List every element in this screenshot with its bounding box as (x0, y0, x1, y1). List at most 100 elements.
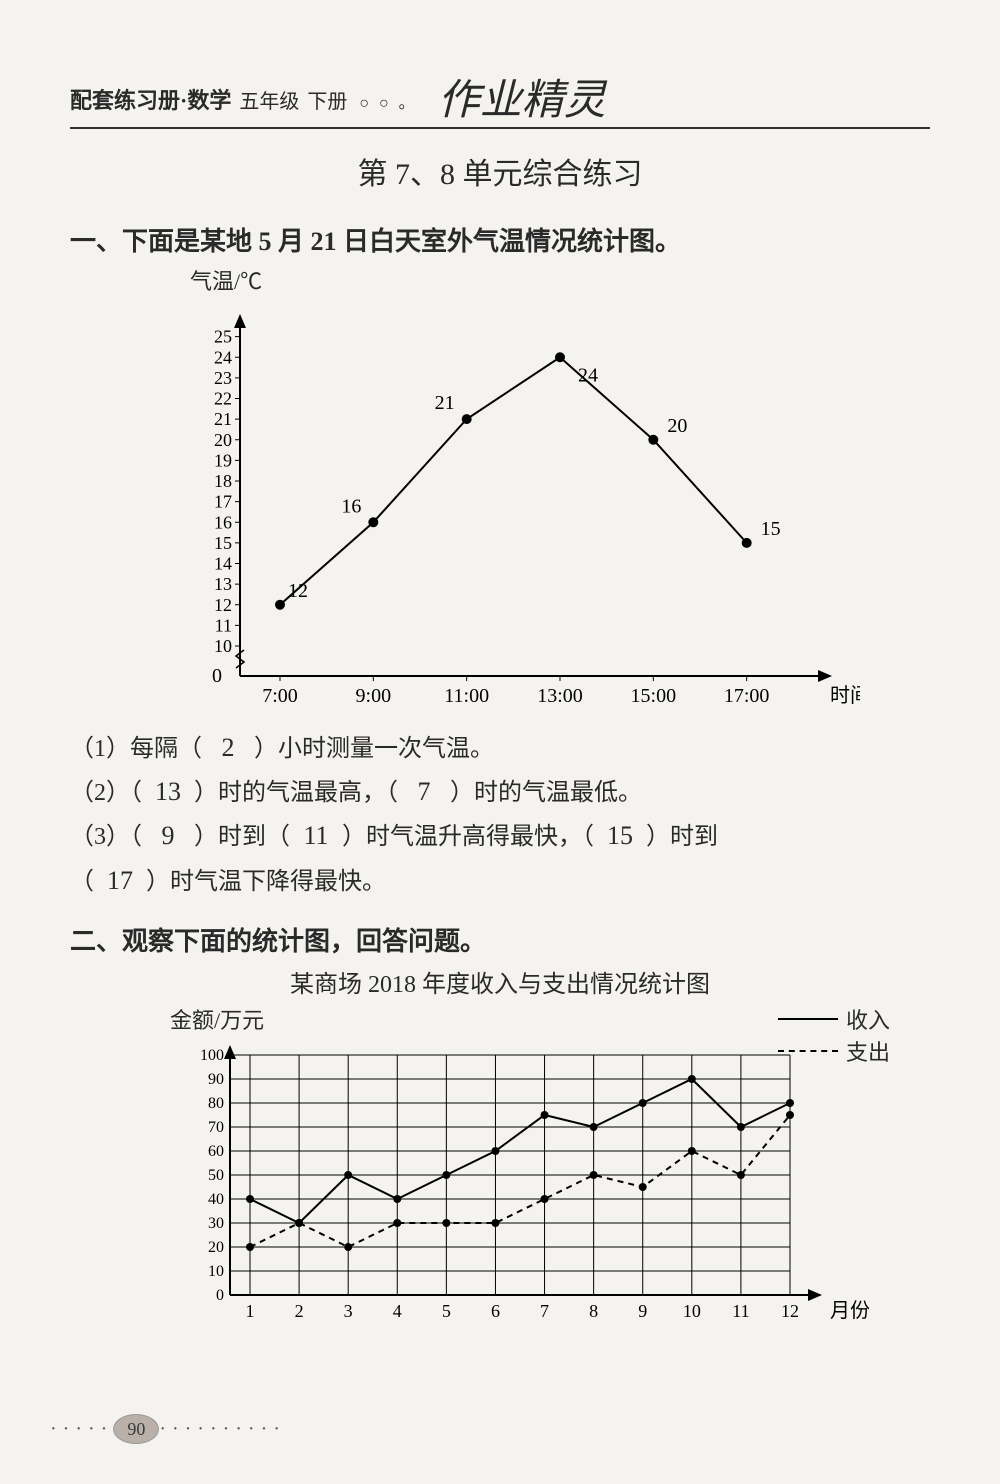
svg-text:16: 16 (341, 495, 361, 517)
svg-text:50: 50 (208, 1167, 224, 1184)
svg-text:4: 4 (393, 1301, 402, 1321)
svg-text:9:00: 9:00 (356, 685, 392, 707)
svg-text:7: 7 (540, 1301, 549, 1321)
page-number: 90 (113, 1414, 159, 1444)
q1-answer: 2 (208, 726, 248, 770)
book-title: 配套练习册·数学 (70, 83, 231, 115)
svg-text:12: 12 (781, 1301, 799, 1321)
svg-text:100: 100 (200, 1047, 224, 1064)
q3-mid1: ）时到（ (194, 824, 290, 850)
svg-text:14: 14 (214, 554, 232, 574)
svg-text:70: 70 (208, 1119, 224, 1136)
svg-text:16: 16 (214, 512, 232, 532)
svg-text:60: 60 (208, 1143, 224, 1160)
svg-text:13:00: 13:00 (537, 685, 583, 707)
svg-text:80: 80 (208, 1095, 224, 1112)
q2-post: ）时的气温最低。 (450, 780, 642, 806)
legend-income: 收入 (778, 1003, 890, 1035)
svg-text:0: 0 (212, 665, 222, 687)
svg-text:11:00: 11:00 (444, 685, 489, 707)
svg-text:15: 15 (761, 518, 781, 540)
q3-a3: 15 (600, 814, 640, 858)
q3-line2: （ 17 ）时气温下降得最快。 (70, 859, 930, 903)
svg-text:19: 19 (214, 450, 232, 470)
svg-text:时间: 时间 (830, 684, 860, 707)
section2-heading: 二、观察下面的统计图，回答问题。 (70, 921, 930, 958)
volume: 下册 (307, 85, 347, 114)
svg-text:25: 25 (214, 327, 232, 347)
svg-text:12: 12 (214, 595, 232, 615)
chart1-ylabel: 气温/℃ (190, 264, 930, 296)
page-number-wrap: ····· 90 ·········· (50, 1414, 286, 1444)
legend-income-label: 收入 (846, 1003, 890, 1035)
chart1-wrap: 气温/℃ 0101112131415161718192021222324257:… (180, 264, 930, 716)
svg-text:月份: 月份 (830, 1299, 870, 1322)
svg-text:21: 21 (435, 392, 455, 414)
q3-a1: 9 (148, 814, 188, 858)
q1: （1）每隔（ 2 ）小时测量一次气温。 (70, 726, 930, 770)
svg-text:3: 3 (344, 1301, 353, 1321)
chart2-wrap: 收入 支出 金额/万元 1020304050607080901000123456… (170, 1003, 930, 1335)
q3-l2-pre: （ (70, 869, 94, 895)
q2-a1: 13 (148, 770, 188, 814)
chart2-title: 某商场 2018 年度收入与支出情况统计图 (70, 964, 930, 999)
svg-text:1: 1 (246, 1301, 255, 1321)
svg-text:15: 15 (214, 533, 232, 553)
svg-text:0: 0 (216, 1287, 224, 1304)
handwriting-logo: 作业精灵 (438, 66, 606, 127)
q1-pre: （1）每隔（ (70, 736, 202, 762)
svg-text:40: 40 (208, 1191, 224, 1208)
dots-right: ·········· (159, 1418, 286, 1441)
q3: （3）（ 9 ）时到（ 11 ）时气温升高得最快，（ 15 ）时到 (70, 814, 930, 858)
q1-post: ）小时测量一次气温。 (254, 736, 494, 762)
svg-text:13: 13 (214, 574, 232, 594)
section1-heading: 一、下面是某地 5 月 21 日白天室外气温情况统计图。 (70, 221, 930, 258)
header-circles: ○ ○ 。 (359, 89, 417, 113)
svg-text:2: 2 (295, 1301, 304, 1321)
dots-left: ····· (50, 1418, 113, 1441)
svg-text:6: 6 (491, 1301, 500, 1321)
svg-text:9: 9 (638, 1301, 647, 1321)
page-title: 第 7、8 单元综合练习 (70, 149, 930, 193)
svg-text:10: 10 (214, 636, 232, 656)
svg-text:20: 20 (214, 430, 232, 450)
svg-text:90: 90 (208, 1071, 224, 1088)
svg-text:22: 22 (214, 389, 232, 409)
svg-text:5: 5 (442, 1301, 451, 1321)
q2-a2: 7 (404, 770, 444, 814)
svg-text:17:00: 17:00 (724, 685, 770, 707)
legend-expense: 支出 (778, 1035, 890, 1067)
svg-text:24: 24 (578, 364, 598, 386)
grade: 五年级 (239, 85, 299, 114)
svg-text:8: 8 (589, 1301, 598, 1321)
q3-a2: 11 (296, 814, 336, 858)
svg-text:21: 21 (214, 409, 232, 429)
section1-questions: （1）每隔（ 2 ）小时测量一次气温。 （2）（ 13 ）时的气温最高，（ 7 … (70, 726, 930, 903)
svg-text:11: 11 (732, 1301, 749, 1321)
svg-text:12: 12 (288, 580, 308, 602)
svg-text:23: 23 (214, 368, 232, 388)
svg-text:15:00: 15:00 (631, 685, 677, 707)
svg-text:24: 24 (214, 347, 232, 367)
legend-expense-label: 支出 (846, 1035, 890, 1067)
svg-text:7:00: 7:00 (262, 685, 298, 707)
legend-income-line (778, 1018, 838, 1020)
q2-pre: （2）（ (70, 780, 142, 806)
income-expense-chart: 1020304050607080901000123456789101112月份 (170, 1035, 890, 1335)
chart2-legend: 收入 支出 (778, 1003, 890, 1067)
q3-pre: （3）（ (70, 824, 142, 850)
q3-a4: 17 (100, 859, 140, 903)
svg-text:17: 17 (214, 492, 232, 512)
svg-text:10: 10 (683, 1301, 701, 1321)
svg-text:10: 10 (208, 1263, 224, 1280)
legend-expense-line (778, 1050, 838, 1052)
svg-text:30: 30 (208, 1215, 224, 1232)
q2: （2）（ 13 ）时的气温最高，（ 7 ）时的气温最低。 (70, 770, 930, 814)
q3-mid3: ）时到 (646, 824, 718, 850)
svg-text:18: 18 (214, 471, 232, 491)
page-header: 配套练习册·数学 五年级 下册 ○ ○ 。 作业精灵 (70, 60, 930, 129)
q3-mid2: ）时气温升高得最快，（ (342, 824, 594, 850)
temperature-chart: 0101112131415161718192021222324257:009:0… (180, 296, 860, 716)
svg-text:11: 11 (215, 615, 232, 635)
q2-mid1: ）时的气温最高，（ (194, 780, 398, 806)
